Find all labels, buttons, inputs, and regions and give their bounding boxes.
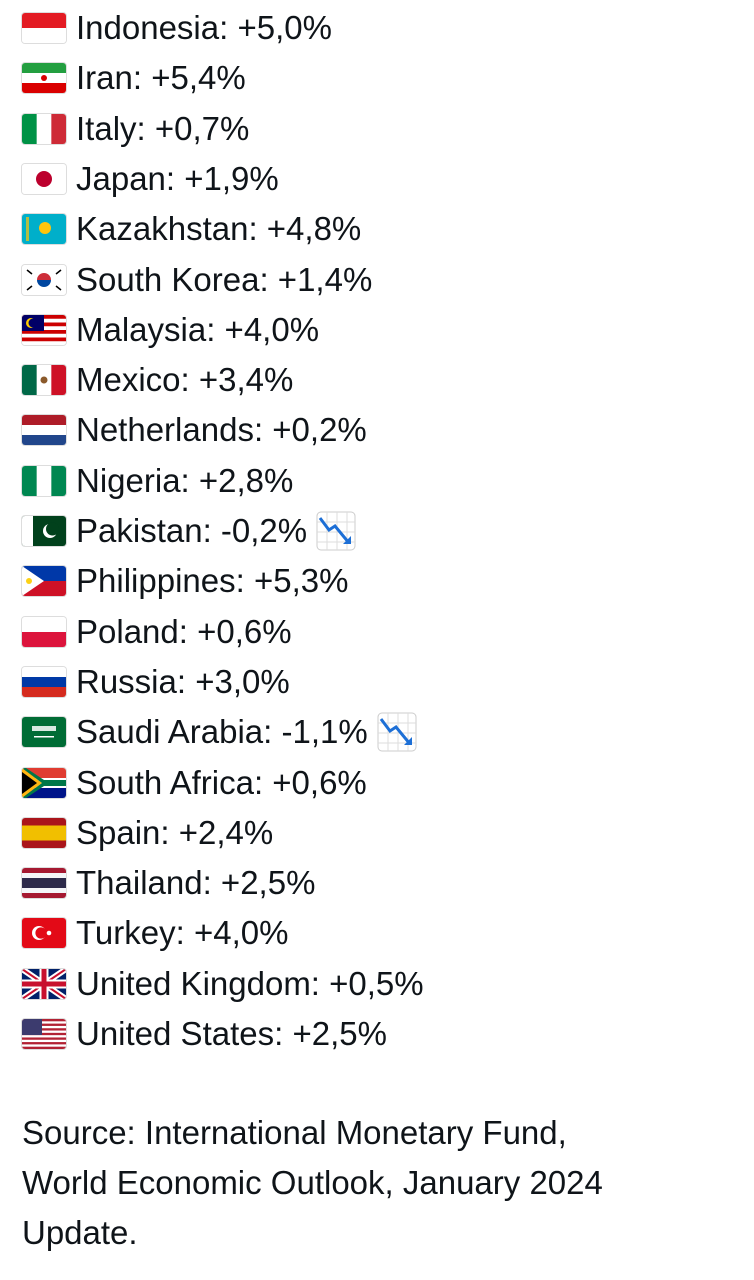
country-row: Russia: +3,0% (22, 660, 290, 704)
country-row: Kazakhstan: +4,8% (22, 207, 361, 251)
country-row: Spain: +2,4% (22, 811, 273, 855)
flag-icon (22, 163, 66, 194)
country-row: South Africa: +0,6% (22, 761, 367, 805)
country-growth: United Kingdom: +0,5% (76, 964, 424, 1002)
flag-icon (22, 767, 66, 798)
country-growth: South Korea: +1,4% (76, 260, 373, 298)
flag-icon (22, 968, 66, 999)
country-row: Malaysia: +4,0% (22, 308, 319, 352)
flag-icon (22, 616, 66, 647)
country-row: Nigeria: +2,8% (22, 459, 293, 503)
country-growth: Kazakhstan: +4,8% (76, 210, 362, 248)
country-row: Poland: +0,6% (22, 610, 292, 654)
flag-icon (22, 214, 66, 245)
flag-icon (22, 465, 66, 496)
source-line: World Economic Outlook, January 2024 (22, 1164, 603, 1201)
country-row: Japan: +1,9% (22, 157, 279, 201)
country-growth: Mexico: +3,4% (76, 361, 294, 399)
country-growth: United States: +2,5% (76, 1015, 387, 1052)
flag-icon (22, 868, 66, 899)
source-line: Update. (22, 1214, 138, 1251)
country-growth: South Africa: +0,6% (76, 763, 367, 801)
country-growth: Poland: +0,6% (76, 612, 292, 650)
flag-icon (22, 717, 66, 748)
country-row: Philippines: +5,3% (22, 559, 348, 603)
country-row: Thailand: +2,5% (22, 861, 315, 905)
country-row: South Korea: +1,4% (22, 258, 372, 302)
flag-icon (22, 817, 66, 848)
country-row: Pakistan: -0,2% (22, 509, 357, 553)
flag-icon (22, 918, 66, 949)
country-row: Turkey: +4,0% (22, 911, 288, 955)
country-row: Italy: +0,7% (22, 107, 249, 151)
flag-icon (22, 365, 66, 396)
flag-icon (22, 415, 66, 446)
flag-icon (22, 516, 66, 546)
chart-decreasing-icon (316, 511, 356, 551)
country-row: Netherlands: +0,2% (22, 408, 367, 452)
country-growth: Philippines: +5,3% (76, 562, 349, 600)
country-growth: Spain: +2,4% (76, 813, 274, 851)
country-row: Saudi Arabia: -1,1% (22, 710, 418, 754)
country-growth: Pakistan: -0,2% (76, 512, 308, 549)
country-row: United Kingdom: +0,5% (22, 962, 424, 1006)
country-row: Iran: +5,4% (22, 56, 246, 100)
flag-icon (22, 314, 66, 345)
country-growth: Saudi Arabia: -1,1% (76, 713, 368, 751)
country-growth: Thailand: +2,5% (76, 864, 316, 902)
country-row: United States: +2,5% (22, 1012, 387, 1056)
source-line: Source: International Monetary Fund, (22, 1114, 567, 1151)
country-growth: Japan: +1,9% (76, 159, 279, 197)
country-growth: Nigeria: +2,8% (76, 461, 294, 499)
country-growth: Malaysia: +4,0% (76, 310, 320, 348)
flag-icon (22, 13, 66, 43)
flag-icon (22, 63, 66, 94)
flag-icon (22, 264, 66, 295)
country-growth: Iran: +5,4% (76, 59, 246, 97)
chart-decreasing-icon (377, 712, 417, 752)
country-growth: Turkey: +4,0% (76, 914, 289, 952)
country-growth: Italy: +0,7% (76, 109, 250, 147)
flag-icon (22, 666, 66, 697)
country-growth: Indonesia: +5,0% (76, 9, 332, 46)
country-row: Indonesia: +5,0% (22, 6, 332, 50)
flag-icon (22, 113, 66, 144)
flag-icon (22, 1019, 66, 1049)
country-growth: Russia: +3,0% (76, 662, 290, 700)
country-row: Mexico: +3,4% (22, 358, 293, 402)
country-growth: Netherlands: +0,2% (76, 411, 367, 449)
flag-icon (22, 566, 66, 597)
